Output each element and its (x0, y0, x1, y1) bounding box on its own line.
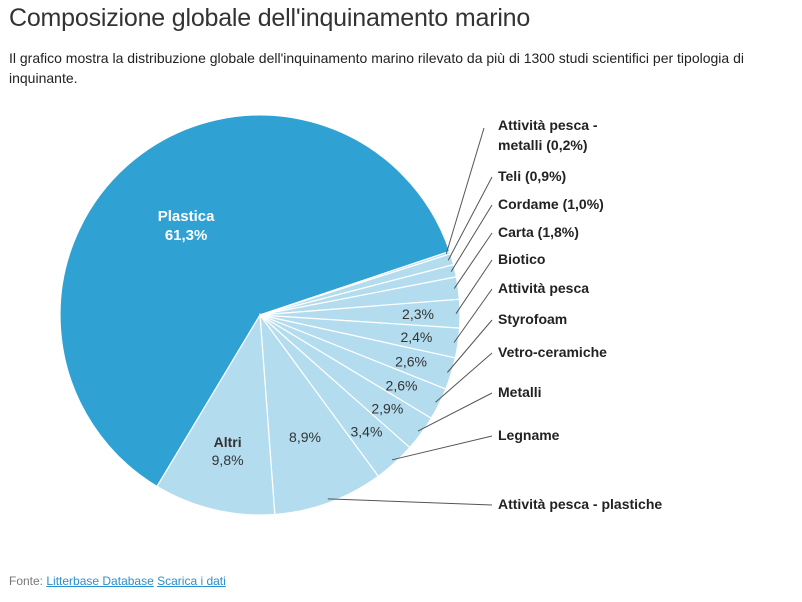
value-legname: 3,4% (351, 424, 383, 440)
label-styrofoam: Styrofoam (498, 311, 567, 327)
footer-prefix: Fonte: (9, 574, 47, 588)
footer-source: Fonte: Litterbase Database Scarica i dat… (9, 574, 226, 588)
pie-chart: Plastica 61,3% Attività pesca - metalli (0,… (59, 114, 663, 516)
label-biotico: Biotico (498, 251, 545, 267)
slice-labels: Plastica 61,3% Attività pesca - metalli (0,… (158, 117, 663, 512)
slice-altri (156, 313, 276, 516)
leader-legname (391, 435, 493, 461)
value-vetro-ceramiche: 2,6% (386, 377, 418, 393)
leader-styrofoam (446, 319, 493, 373)
slice-plastica (59, 114, 451, 488)
chart-title: Composizione globale dell'inquinamento m… (9, 4, 531, 32)
label-vetro-ceramiche: Vetro-ceramiche (498, 344, 607, 360)
leader-vetro-ceramiche (435, 352, 493, 403)
value-plastica: 61,3% (165, 227, 208, 244)
leader-lines (327, 127, 493, 506)
leader-metalli (417, 392, 493, 432)
label-altri: Altri (214, 434, 242, 450)
label-cordame: Cordame (1,0%) (498, 196, 604, 212)
pie-slices (59, 114, 461, 516)
label-teli: Teli (0,9%) (498, 168, 566, 184)
label-plastica: Plastica (158, 208, 215, 225)
slice-attivita-pesca-plastiche (259, 312, 380, 516)
value-attivita-pesca-plastiche: 8,9% (289, 429, 321, 445)
chart-subtitle: Il grafico mostra la distribuzione globa… (9, 50, 744, 86)
value-biotico: 2,3% (402, 306, 434, 322)
label-metalli: Metalli (498, 384, 542, 400)
value-attivita-pesca: 2,4% (400, 329, 432, 345)
label-legname: Legname (498, 427, 560, 443)
label-attivita-pesca-metalli: Attività pesca - (498, 117, 598, 133)
leader-attivita-pesca-metalli (445, 127, 485, 254)
litterbase-link[interactable]: Litterbase Database (46, 574, 154, 588)
value-metalli: 2,9% (371, 401, 403, 417)
leader-attivita-pesca-plastiche (327, 498, 493, 506)
leader-cordame (450, 204, 493, 272)
leader-carta (453, 232, 493, 289)
leader-biotico (455, 259, 493, 314)
download-data-link[interactable]: Scarica i dati (157, 574, 226, 588)
value-styrofoam: 2,6% (395, 353, 427, 369)
label-attivita-pesca-plastiche: Attività pesca - plastiche (498, 496, 662, 512)
label-carta: Carta (1,8%) (498, 224, 579, 240)
leader-attivita-pesca (453, 288, 493, 343)
leader-teli (447, 176, 493, 261)
value-altri: 9,8% (212, 452, 244, 468)
label-attivita-pesca: Attività pesca (498, 280, 589, 296)
label-attivita-pesca-metalli-line2: metalli (0,2%) (498, 137, 587, 153)
